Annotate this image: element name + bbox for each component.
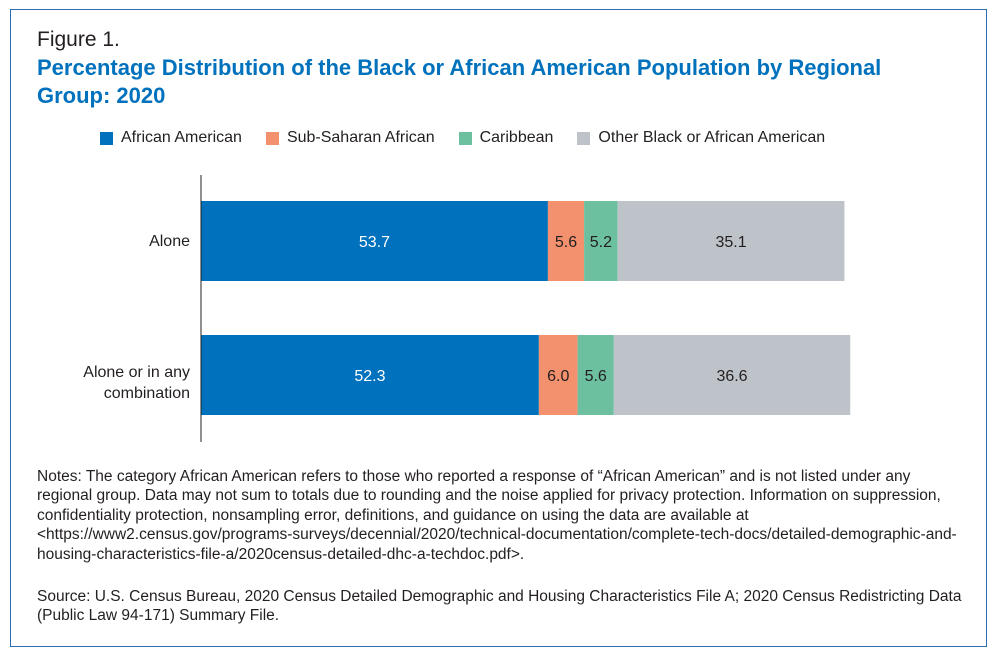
- category-label-alone: Alone: [149, 233, 190, 250]
- legend-item-other: Other Black or African American: [577, 129, 825, 147]
- legend-swatch: [577, 131, 591, 145]
- legend-label: Other Black or African American: [598, 129, 826, 146]
- legend-swatch: [458, 131, 472, 145]
- bar-segment: [201, 201, 548, 281]
- bar-segment: [201, 335, 539, 415]
- data-label: 53.7: [359, 234, 390, 251]
- data-label: 52.3: [354, 368, 385, 385]
- legend-swatch: [265, 131, 279, 145]
- bar-segment: [617, 201, 845, 281]
- notes: Notes: The category African American ref…: [37, 468, 957, 563]
- data-label: 5.6: [555, 234, 577, 251]
- figure-label: Figure 1.: [37, 28, 120, 51]
- legend-swatch: [100, 131, 113, 145]
- source: Source: U.S. Census Bureau, 2020 Census …: [37, 588, 962, 625]
- legend-item-sub-saharan-african: Sub-Saharan African: [265, 129, 435, 147]
- legend-item-african-american: African American: [100, 129, 242, 147]
- category-label-text: Alone or in any combination: [83, 364, 190, 402]
- legend-label: African American: [121, 129, 242, 146]
- bar-segment: [538, 335, 578, 415]
- data-label: 6.0: [547, 368, 569, 385]
- chart-title: Percentage Distribution of the Black or …: [37, 55, 882, 108]
- data-label: 5.2: [590, 234, 612, 251]
- legend-label: Sub-Saharan African: [286, 129, 435, 146]
- figure-frame: [10, 9, 987, 647]
- legend: African American Sub-Saharan African Car…: [100, 128, 825, 148]
- legend-item-caribbean: Caribbean: [458, 129, 554, 147]
- data-label: 5.6: [585, 368, 607, 385]
- bar-segment: [547, 201, 585, 281]
- category-label-alone-or-combination: Alone or in any combination: [40, 362, 190, 404]
- legend-label: Caribbean: [479, 129, 554, 146]
- bar-segment: [577, 335, 614, 415]
- data-label: 35.1: [715, 234, 746, 251]
- data-label: 36.6: [716, 368, 747, 385]
- bar-segment: [584, 201, 618, 281]
- bar-segment: [613, 335, 851, 415]
